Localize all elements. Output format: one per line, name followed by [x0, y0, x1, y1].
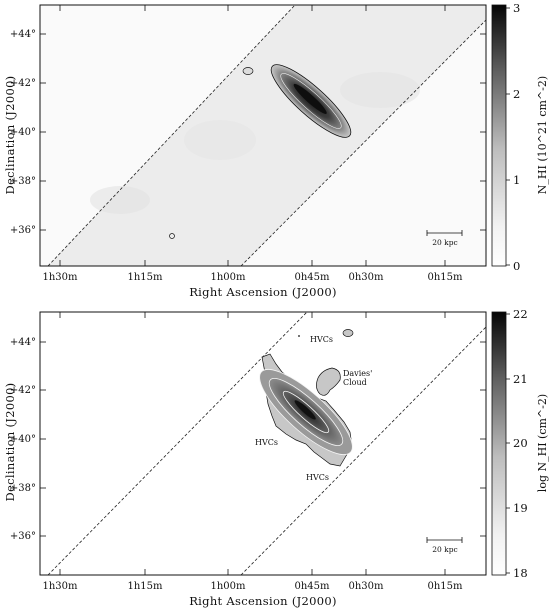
scale-bar [426, 537, 463, 543]
bottom-y-ticks [40, 341, 486, 537]
top-panel: +44° +42° +40° +38° +36° 1h30m 1h15m 1h0… [3, 1, 549, 299]
annotation-hvcs: HVCs [306, 473, 329, 482]
cloud-word: Cloud [343, 378, 367, 387]
annotation-hvcs: HVCs [255, 438, 278, 447]
top-x-ticks [59, 5, 446, 266]
x-tick-label: 0h15m [427, 272, 463, 283]
x-axis-label: Right Ascension (J2000) [189, 285, 337, 299]
scale-bar-label: 20 kpc [432, 545, 457, 554]
colorbar-tick-label: 20 [513, 436, 528, 450]
top-plot-frame [39, 4, 487, 267]
colorbar-tick-label: 0 [513, 259, 520, 273]
x-tick-label: 1h30m [42, 581, 78, 592]
x-tick-label: 1h15m [127, 272, 163, 283]
x-tick-label: 1h30m [42, 272, 78, 283]
colorbar-tick-label: 21 [513, 372, 528, 386]
hvc-cloud [342, 329, 354, 337]
bottom-colorbar [491, 311, 507, 576]
scale-bar-label: 20 kpc [432, 238, 457, 247]
y-axis-label: Declination (J2000) [3, 76, 17, 195]
colorbar-label: N_HI (10^21 cm^-2) [536, 76, 549, 194]
top-colorbar [491, 4, 507, 267]
y-tick-label: +36° [10, 531, 36, 542]
bottom-panel: HVCs Davies' Cloud HVCs HVCs +44° +42° +… [3, 307, 549, 608]
x-tick-label: 0h15m [427, 581, 463, 592]
y-tick-label: +38° [10, 176, 36, 187]
colorbar-label: log N_HI (cm^-2) [536, 394, 549, 492]
x-axis-label: Right Ascension (J2000) [189, 594, 337, 608]
colorbar-tick-label: 1 [513, 173, 520, 187]
y-tick-label: +44° [10, 337, 36, 348]
small-cloud [242, 67, 254, 75]
small-cloud [169, 233, 175, 239]
colorbar-tick-label: 18 [513, 566, 528, 580]
survey-boundary-line [240, 326, 486, 575]
davies-cloud [316, 367, 341, 396]
y-tick-label: +42° [10, 385, 36, 396]
top-galaxy [270, 64, 352, 138]
x-tick-label: 1h15m [127, 581, 163, 592]
y-tick-label: +36° [10, 225, 36, 236]
colorbar-tick-label: 22 [513, 307, 528, 321]
y-tick-label: +40° [10, 127, 36, 138]
y-tick-label: +38° [10, 483, 36, 494]
bottom-map [40, 312, 486, 575]
x-tick-label: 1h00m [210, 272, 246, 283]
y-tick-label: +40° [10, 434, 36, 445]
survey-strip-fill [48, 5, 486, 266]
y-tick-label: +44° [10, 29, 36, 40]
scale-bar [426, 230, 463, 236]
bottom-plot-frame [39, 311, 487, 576]
colorbar-tick-label: 2 [513, 87, 520, 101]
annotation-hvcs: HVCs [310, 335, 333, 344]
x-tick-label: 0h30m [348, 272, 384, 283]
x-tick-label: 0h30m [348, 581, 384, 592]
y-axis-label: Declination (J2000) [3, 383, 17, 502]
x-tick-label: 0h45m [294, 272, 330, 283]
x-tick-label: 0h45m [294, 581, 330, 592]
annotation-davies-cloud: Davies' Cloud [343, 369, 375, 387]
y-tick-label: +42° [10, 78, 36, 89]
survey-boundary-line [240, 19, 486, 266]
colorbar-tick-label: 19 [513, 501, 528, 515]
top-y-ticks [40, 33, 486, 231]
survey-boundary-line [47, 312, 308, 575]
x-tick-label: 1h00m [210, 581, 246, 592]
top-map [40, 5, 486, 266]
davies-word: Davies' [343, 369, 372, 378]
bottom-x-ticks [59, 312, 446, 575]
colorbar-tick-label: 3 [513, 1, 520, 15]
